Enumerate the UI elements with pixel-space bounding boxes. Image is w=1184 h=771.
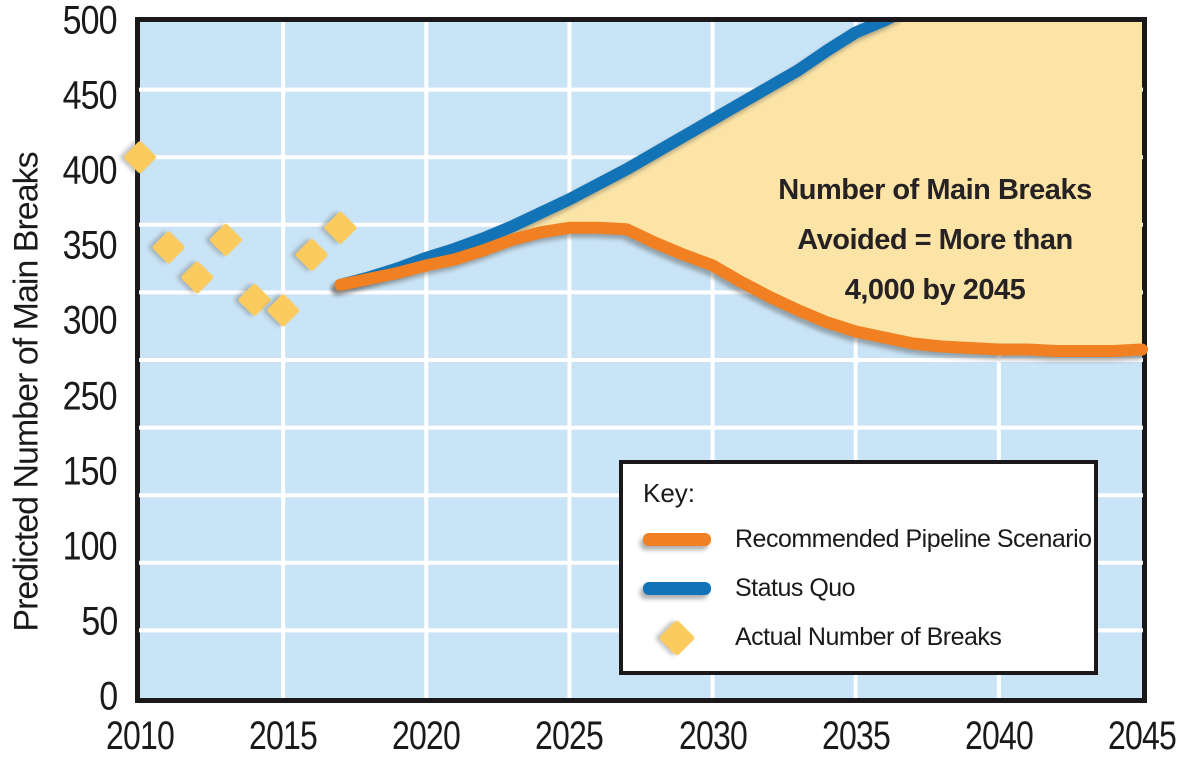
line-swatch-icon (643, 533, 711, 546)
y-tick-label: 300 (62, 299, 118, 344)
legend-row: Status Quo (623, 564, 1094, 613)
annotation-breaks-avoided: Number of Main Breaks Avoided = More tha… (735, 165, 1135, 315)
legend-box: Key: Recommended Pipeline Scenario Status… (619, 460, 1098, 675)
y-axis-title: Predicted Number of Main Breaks (7, 152, 46, 632)
actual-breaks-diamond (324, 211, 357, 244)
actual-breaks-diamond (238, 283, 271, 316)
legend-title: Key: (643, 478, 696, 508)
line-swatch-icon (643, 582, 711, 595)
legend-line-swatch (643, 533, 711, 546)
x-tick-label: 2025 (535, 714, 604, 758)
y-tick-label: 150 (62, 449, 118, 494)
y-tick-label: 100 (62, 524, 118, 569)
actual-breaks-diamond (295, 238, 328, 271)
y-axis-tick-labels: 500 450 400 350 300 250 150 100 50 0 (50, 0, 125, 719)
legend-label: Recommended Pipeline Scenario (735, 525, 1092, 553)
legend-label: Status Quo (735, 574, 856, 602)
y-tick-label: 50 (80, 599, 118, 644)
actual-breaks-diamond (267, 294, 300, 327)
y-tick-label: 500 (62, 0, 118, 43)
legend-rows: Recommended Pipeline Scenario Status Quo A… (623, 515, 1094, 662)
actual-breaks-diamond (152, 231, 185, 264)
x-tick-label: 2040 (964, 714, 1034, 758)
x-tick-label: 2030 (678, 714, 748, 758)
legend-line-swatch (643, 582, 711, 595)
annotation-line-1: Number of Main Breaks (778, 174, 1092, 206)
x-axis-tick-labels: 2010 2015 2020 2025 2030 2035 2040 2045 (106, 714, 1177, 764)
x-tick-label: 2020 (392, 714, 461, 758)
y-tick-label: 0 (98, 674, 118, 719)
x-tick-label: 2015 (249, 714, 318, 758)
actual-breaks-diamond (209, 223, 242, 256)
legend-row: Recommended Pipeline Scenario (623, 515, 1094, 564)
diamond-icon (658, 619, 696, 656)
x-tick-label: 2045 (1108, 714, 1177, 758)
annotation-line-3: 4,000 by 2045 (844, 274, 1026, 306)
plot-area: Number of Main Breaks Avoided = More tha… (124, 17, 1148, 703)
y-tick-label: 450 (62, 73, 118, 118)
legend-row: Actual Number of Breaks (623, 613, 1094, 662)
x-tick-label: 2010 (106, 714, 175, 758)
y-tick-label: 350 (62, 223, 118, 268)
y-tick-label: 250 (62, 374, 118, 419)
x-tick-label: 2035 (821, 714, 891, 758)
recommended-pipeline-line (334, 221, 1148, 357)
actual-breaks-diamond (124, 141, 156, 174)
legend-diamond-swatch (643, 619, 711, 656)
status-quo-line (334, 22, 895, 291)
annotation-line-2: Avoided = More than (797, 224, 1073, 256)
avoided-area-fill (454, 22, 1142, 351)
legend-label: Actual Number of Breaks (735, 623, 1002, 651)
actual-breaks-diamond (181, 261, 214, 294)
series-layer (334, 22, 1148, 357)
y-tick-label: 400 (62, 148, 118, 193)
